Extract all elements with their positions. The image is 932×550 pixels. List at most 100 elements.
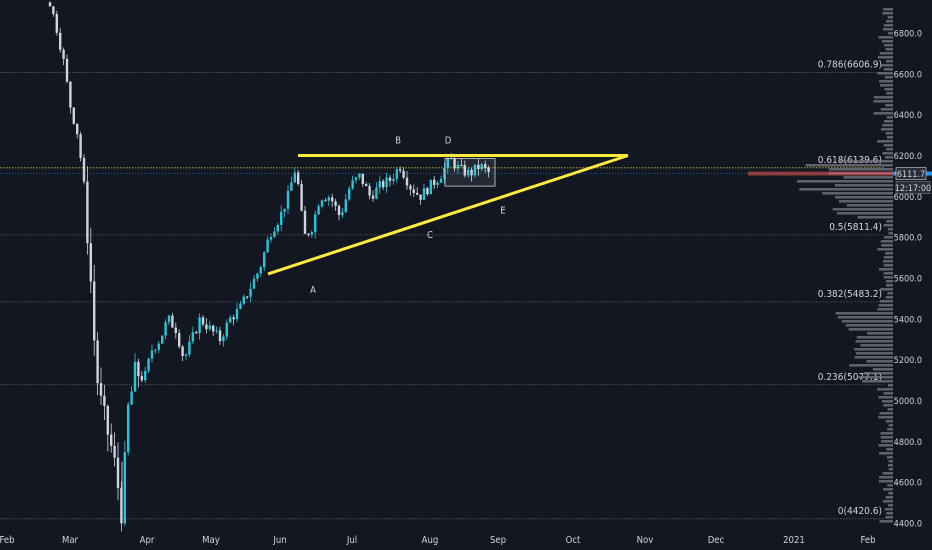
volume-bar bbox=[878, 36, 893, 39]
volume-bar bbox=[880, 108, 893, 111]
volume-bar bbox=[845, 324, 893, 327]
y-tick-label: 6800.0 bbox=[894, 30, 922, 40]
x-tick-label: Feb bbox=[860, 535, 875, 546]
volume-bar bbox=[883, 120, 893, 123]
candle-body bbox=[174, 327, 177, 333]
candle-body bbox=[477, 164, 480, 170]
volume-bar bbox=[854, 348, 893, 351]
candle-body bbox=[460, 164, 463, 166]
y-tick-label: 5200.0 bbox=[894, 356, 922, 366]
candle-body bbox=[293, 172, 296, 183]
candle-body bbox=[79, 134, 82, 158]
y-tick-label: 5000.0 bbox=[894, 397, 922, 407]
candle-body bbox=[252, 278, 256, 289]
candle-body bbox=[76, 123, 79, 135]
candle-body bbox=[99, 383, 103, 396]
candle-body bbox=[473, 164, 477, 176]
candle-body bbox=[344, 199, 347, 213]
candle-body bbox=[167, 315, 171, 323]
candle-body bbox=[354, 177, 358, 181]
candle-body bbox=[127, 404, 130, 453]
candle-body bbox=[446, 158, 449, 169]
volume-bar bbox=[861, 380, 893, 383]
volume-bar bbox=[886, 512, 893, 515]
candle-body bbox=[89, 243, 92, 282]
support-line[interactable] bbox=[267, 154, 629, 276]
candle-body bbox=[93, 281, 96, 341]
price-axis[interactable]: 4400.0 4600.0 4800.0 5000.0 5200.0 5400.0 5600… bbox=[894, 30, 922, 530]
candle-body bbox=[154, 349, 157, 351]
volume-bar bbox=[835, 312, 893, 315]
candle-body bbox=[375, 187, 378, 199]
candle-body bbox=[297, 172, 300, 184]
volume-bar bbox=[885, 60, 893, 63]
candle-body bbox=[82, 157, 86, 182]
volume-bar bbox=[839, 160, 893, 163]
volume-bar bbox=[873, 96, 893, 99]
volume-bar bbox=[797, 180, 893, 183]
candle-body bbox=[208, 325, 211, 330]
volume-bar bbox=[882, 472, 893, 475]
volume-bar bbox=[855, 340, 893, 343]
volume-bar bbox=[881, 40, 893, 43]
point-label-a: A bbox=[310, 285, 316, 296]
candle-body bbox=[395, 169, 398, 179]
volume-bar bbox=[854, 356, 893, 359]
candle-body bbox=[327, 197, 330, 201]
volume-bar bbox=[886, 456, 893, 459]
point-label-d: D bbox=[445, 136, 452, 147]
candle-body bbox=[52, 6, 55, 14]
fib-label-0.382: 0.382(5483.2) bbox=[818, 289, 882, 300]
candle-body bbox=[480, 164, 483, 170]
volume-bar bbox=[884, 44, 893, 47]
candle-body bbox=[436, 182, 439, 185]
candle-body bbox=[273, 231, 276, 238]
volume-bar bbox=[879, 80, 893, 83]
candle-body bbox=[140, 376, 143, 381]
volume-bar bbox=[843, 176, 893, 179]
volume-bar bbox=[883, 8, 893, 11]
candle-body bbox=[133, 361, 137, 392]
point-label-b: B bbox=[395, 136, 401, 147]
candle-body bbox=[337, 205, 341, 216]
volume-bar bbox=[877, 248, 893, 251]
time-axis[interactable]: Feb Mar Apr May Jun Jul Aug Sep Oct Nov Dec 2021 Feb bbox=[0, 535, 876, 546]
candle-body bbox=[269, 237, 273, 240]
y-tick-label: 4400.0 bbox=[894, 520, 922, 530]
volume-bar bbox=[885, 252, 893, 255]
candle-body bbox=[263, 252, 266, 268]
triangle-pattern[interactable]: A B C D E bbox=[267, 136, 629, 296]
y-tick-label: 4600.0 bbox=[894, 479, 922, 489]
candle-body bbox=[351, 180, 354, 189]
candle-body bbox=[470, 169, 473, 176]
volume-bar bbox=[883, 276, 893, 279]
candle-body bbox=[144, 370, 147, 381]
candle-body bbox=[341, 212, 344, 216]
candle-body bbox=[456, 164, 460, 169]
x-tick-label: May bbox=[202, 535, 220, 546]
candle-body bbox=[429, 179, 432, 195]
volume-bar bbox=[884, 88, 893, 91]
candle-body bbox=[215, 330, 218, 332]
volume-bar bbox=[880, 432, 893, 435]
x-tick-label: 2021 bbox=[783, 535, 805, 546]
volume-bar bbox=[881, 440, 893, 443]
candle-body bbox=[59, 32, 62, 50]
candle-body bbox=[419, 194, 422, 200]
volume-bar bbox=[848, 328, 893, 331]
volume-bar bbox=[886, 20, 893, 23]
candle-body bbox=[218, 330, 222, 342]
volume-bar bbox=[885, 420, 893, 423]
volume-bar bbox=[886, 448, 893, 451]
volume-bar bbox=[888, 468, 893, 471]
volume-bar bbox=[880, 84, 893, 87]
candles bbox=[48, 1, 490, 532]
candle-body bbox=[320, 200, 324, 207]
x-tick-label: Dec bbox=[708, 535, 725, 546]
candle-body bbox=[235, 308, 239, 320]
current-price-tag: 6111.7 12:17:00 bbox=[0, 167, 932, 194]
consolidation-box[interactable] bbox=[444, 158, 496, 187]
candle-body bbox=[188, 341, 191, 355]
candle-body bbox=[249, 288, 252, 297]
